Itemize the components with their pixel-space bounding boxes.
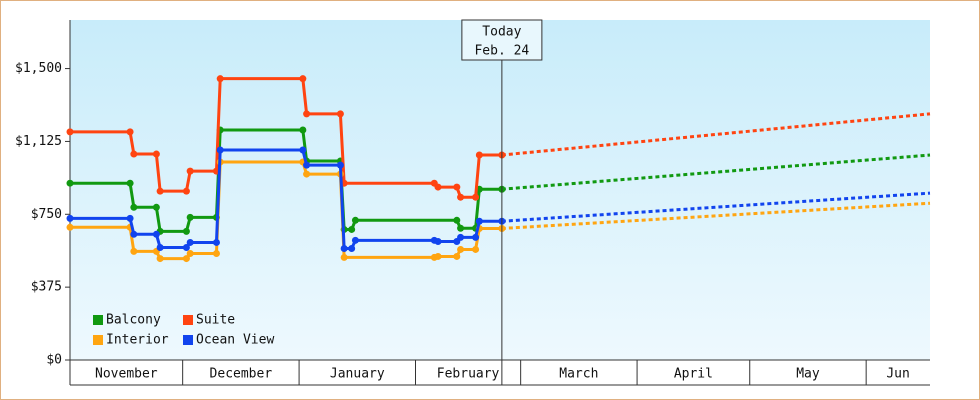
point <box>475 217 483 225</box>
point <box>130 203 138 211</box>
point <box>453 183 461 191</box>
legend-swatch <box>183 315 193 325</box>
point <box>126 179 134 187</box>
forecast-line <box>501 153 931 191</box>
point <box>66 128 74 136</box>
point <box>434 183 442 191</box>
point <box>299 146 307 154</box>
point <box>186 167 194 175</box>
y-tick-label: $1,500 <box>15 61 62 76</box>
point <box>299 75 307 83</box>
point <box>66 223 74 231</box>
point <box>457 245 465 253</box>
point <box>303 110 311 118</box>
forecast-line <box>501 191 931 223</box>
y-tick-label: $750 <box>31 207 62 222</box>
point <box>186 250 194 258</box>
point <box>156 187 164 195</box>
x-tick-label: January <box>330 367 385 382</box>
point <box>303 170 311 178</box>
point <box>182 227 190 235</box>
x-tick-label: Jun <box>886 367 909 382</box>
point <box>130 230 138 238</box>
point <box>216 146 224 154</box>
point <box>182 255 190 263</box>
legend-label: Balcony <box>106 313 161 328</box>
point <box>457 233 465 241</box>
today-label: Feb. 24 <box>474 44 529 59</box>
point <box>156 244 164 252</box>
point <box>126 128 134 136</box>
point <box>351 236 359 244</box>
point <box>472 245 480 253</box>
point <box>336 161 344 169</box>
x-tick-label: April <box>674 367 713 382</box>
x-tick-label: February <box>437 367 500 382</box>
point <box>182 244 190 252</box>
x-tick-label: March <box>559 367 598 382</box>
x-tick-label: May <box>796 367 820 382</box>
y-tick-label: $1,125 <box>15 134 62 149</box>
point <box>472 233 480 241</box>
y-tick-label: $0 <box>46 353 62 368</box>
point <box>457 224 465 232</box>
point <box>475 151 483 159</box>
y-tick-label: $375 <box>31 280 62 295</box>
point <box>336 110 344 118</box>
point <box>156 255 164 263</box>
point <box>212 238 220 246</box>
point <box>130 247 138 255</box>
legend-swatch <box>183 335 193 345</box>
point <box>340 253 348 261</box>
x-tick-label: December <box>210 367 273 382</box>
point <box>434 252 442 260</box>
point <box>182 187 190 195</box>
point <box>212 250 220 258</box>
point <box>186 238 194 246</box>
point <box>66 179 74 187</box>
point <box>340 244 348 252</box>
point <box>299 126 307 134</box>
legend-swatch <box>93 315 103 325</box>
point <box>453 216 461 224</box>
point <box>186 213 194 221</box>
legend-label: Interior <box>106 333 169 348</box>
point <box>348 225 356 233</box>
point <box>152 203 160 211</box>
point <box>472 193 480 201</box>
legend-label: Suite <box>196 313 235 328</box>
point <box>126 214 134 222</box>
point <box>434 237 442 245</box>
today-label: Today <box>482 25 521 40</box>
point <box>152 150 160 158</box>
legend-swatch <box>93 335 103 345</box>
x-tick-label: November <box>95 367 158 382</box>
point <box>66 214 74 222</box>
today-box <box>461 19 543 61</box>
point <box>216 75 224 83</box>
point <box>303 161 311 169</box>
forecast-line <box>501 201 931 230</box>
point <box>130 150 138 158</box>
point <box>152 230 160 238</box>
forecast-line <box>501 112 931 157</box>
point <box>453 252 461 260</box>
legend-label: Ocean View <box>196 333 274 348</box>
point <box>348 244 356 252</box>
point <box>457 193 465 201</box>
point <box>351 216 359 224</box>
